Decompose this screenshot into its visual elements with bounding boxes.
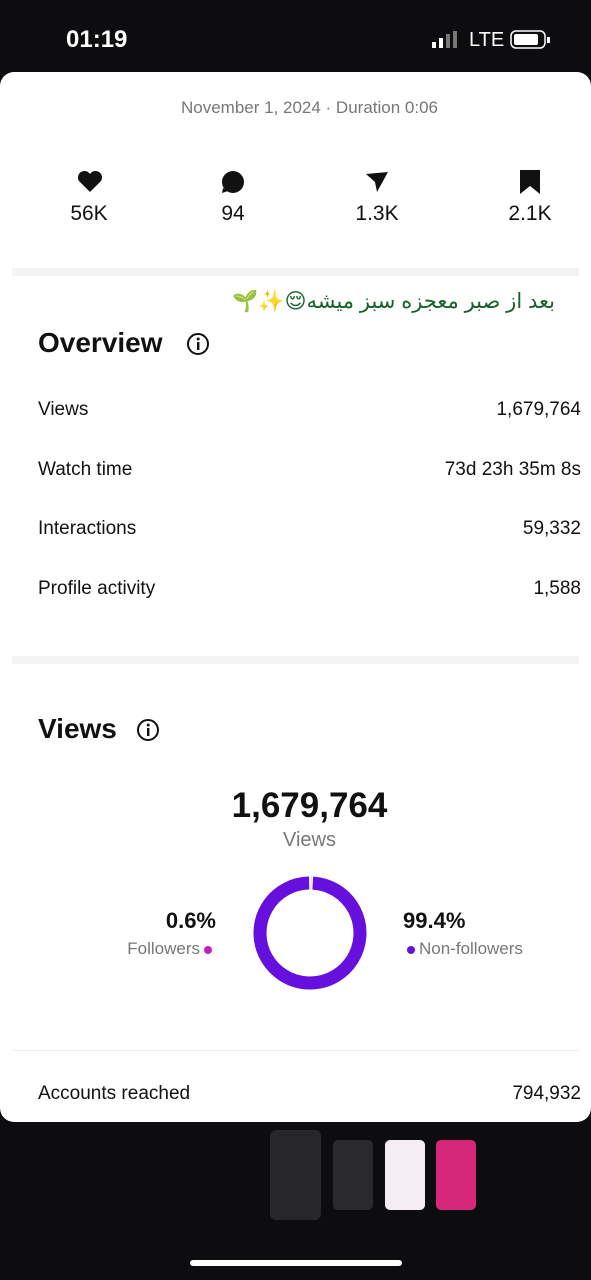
legend-text: Followers (127, 939, 200, 958)
metric-value: 1,679,764 (496, 399, 581, 420)
comment-icon (222, 171, 244, 193)
section-title: Views (38, 713, 117, 744)
status-time: 01:19 (66, 26, 128, 53)
legend-dot (204, 945, 212, 954)
save-icon (520, 170, 540, 194)
donut-chart (253, 876, 367, 990)
signal-icon (432, 31, 457, 48)
caption: بعد از صبر معجزه سبز میشه😌✨🌱 (232, 290, 555, 313)
date-line: November 1, 2024 · Duration 0:06 (180, 98, 439, 117)
metric-label: Profile activity (38, 577, 156, 599)
info-icon (137, 719, 159, 741)
segment-label: Followers (127, 939, 216, 959)
app-thumbnail[interactable] (270, 1130, 321, 1220)
stat-value: 2.1K (508, 202, 552, 225)
metric-value: 59,332 (522, 518, 581, 539)
segment-percent: 99.4% (403, 908, 466, 933)
app-thumbnail[interactable] (436, 1140, 476, 1210)
segment-label: Non-followers (403, 939, 523, 959)
metric-label: Views (38, 399, 89, 420)
home-indicator[interactable] (190, 1260, 402, 1266)
metric-label: Accounts reached (38, 1083, 191, 1104)
separator (12, 268, 579, 276)
metric-label: Interactions (38, 518, 137, 539)
views-total: 1,679,764 (231, 786, 388, 825)
metric-value: 73d 23h 35m 8s (444, 458, 581, 480)
info-icon (187, 333, 209, 355)
section-title: Overview (38, 327, 163, 358)
stat-value: 1.3K (355, 202, 399, 225)
metric-value: 1,588 (533, 577, 581, 599)
status-network: LTE (469, 29, 505, 51)
divider (12, 1050, 579, 1051)
segment-percent: 0.6% (165, 908, 216, 933)
metric-value: 794,932 (512, 1083, 581, 1104)
legend-dot (407, 945, 415, 954)
like-icon (77, 170, 103, 192)
app-thumbnail[interactable] (333, 1140, 373, 1210)
share-icon (366, 172, 388, 192)
views-total-label: Views (283, 829, 336, 851)
separator (12, 656, 579, 664)
stat-value: 94 (221, 202, 245, 225)
battery-icon (510, 30, 550, 49)
donut-segment (253, 876, 367, 990)
stat-value: 56K (70, 202, 108, 225)
insights-card: November 1, 2024 · Duration 0:06 56K 94 1.… (0, 72, 591, 1122)
legend-text: Non-followers (419, 939, 523, 958)
app-thumbnail[interactable] (385, 1140, 425, 1210)
metric-label: Watch time (38, 458, 133, 480)
